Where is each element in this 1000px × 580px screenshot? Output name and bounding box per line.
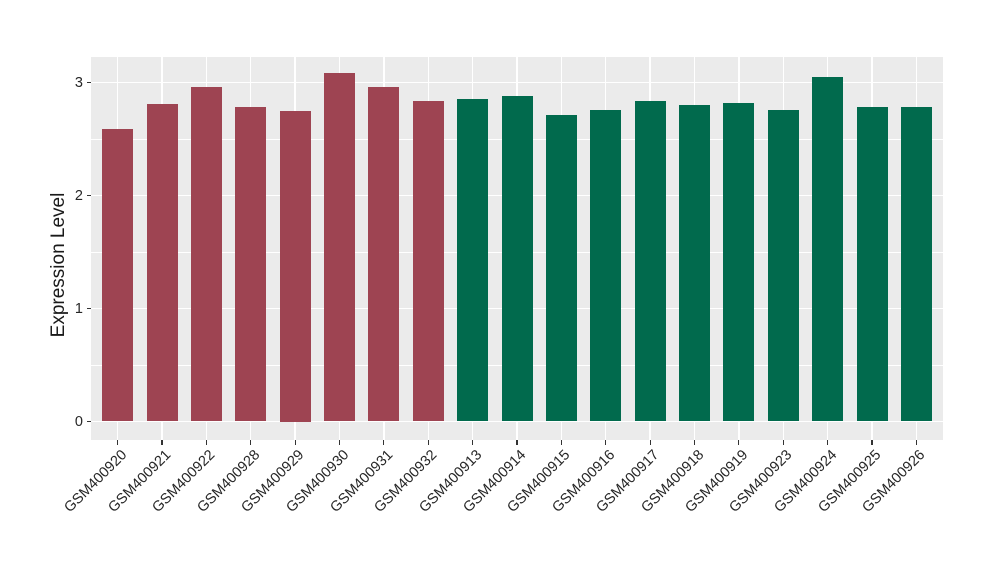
x-tick-mark-GSM400924: [827, 440, 829, 445]
x-tick-mark-GSM400923: [782, 440, 784, 445]
x-tick-mark-GSM400925: [871, 440, 873, 445]
bar-GSM400929: [279, 110, 311, 422]
y-tick-mark-1: [86, 307, 91, 310]
bar-GSM400924: [812, 76, 844, 422]
bar-GSM400931: [368, 87, 400, 422]
bar-GSM400922: [190, 87, 222, 422]
y-tick-mark-2: [86, 194, 91, 197]
x-tick-mark-GSM400915: [560, 440, 562, 445]
x-tick-mark-GSM400917: [649, 440, 651, 445]
x-tick-mark-GSM400930: [338, 440, 341, 445]
x-tick-mark-GSM400932: [427, 440, 429, 445]
bar-GSM400917: [634, 100, 666, 422]
bar-GSM400913: [457, 99, 489, 422]
bar-GSM400920: [102, 128, 134, 422]
bar-GSM400926: [900, 107, 932, 422]
y-tick-mark-0: [86, 420, 91, 423]
bar-GSM400932: [412, 100, 444, 422]
bar-GSM400930: [324, 73, 355, 422]
y-tick-label-0: 0: [74, 413, 83, 430]
x-tick-mark-GSM400918: [693, 440, 696, 445]
x-tick-mark-GSM400916: [605, 440, 607, 445]
x-tick-mark-GSM400929: [294, 440, 296, 445]
bar-GSM400925: [856, 107, 888, 422]
bar-GSM400914: [501, 96, 533, 422]
bar-GSM400928: [235, 107, 267, 422]
bar-GSM400921: [146, 103, 178, 422]
bar-GSM400918: [679, 105, 710, 422]
x-tick-mark-GSM400913: [472, 440, 474, 445]
y-tick-label-2: 2: [74, 187, 83, 204]
x-tick-mark-GSM400926: [915, 440, 917, 445]
x-tick-mark-GSM400921: [161, 440, 163, 445]
y-tick-mark-3: [86, 81, 91, 84]
bar-GSM400923: [767, 109, 799, 422]
plot-panel: [91, 57, 943, 440]
bar-GSM400916: [590, 109, 622, 422]
x-tick-mark-GSM400928: [250, 440, 252, 445]
x-tick-mark-GSM400914: [516, 440, 518, 445]
bar-GSM400919: [723, 102, 755, 422]
y-tick-label-1: 1: [74, 300, 83, 317]
x-tick-mark-GSM400920: [117, 440, 119, 445]
y-tick-label-3: 3: [74, 74, 83, 91]
x-tick-mark-GSM400931: [383, 440, 385, 445]
bar-GSM400915: [545, 115, 577, 422]
x-tick-mark-GSM400922: [205, 440, 207, 445]
x-tick-mark-GSM400919: [738, 440, 740, 445]
